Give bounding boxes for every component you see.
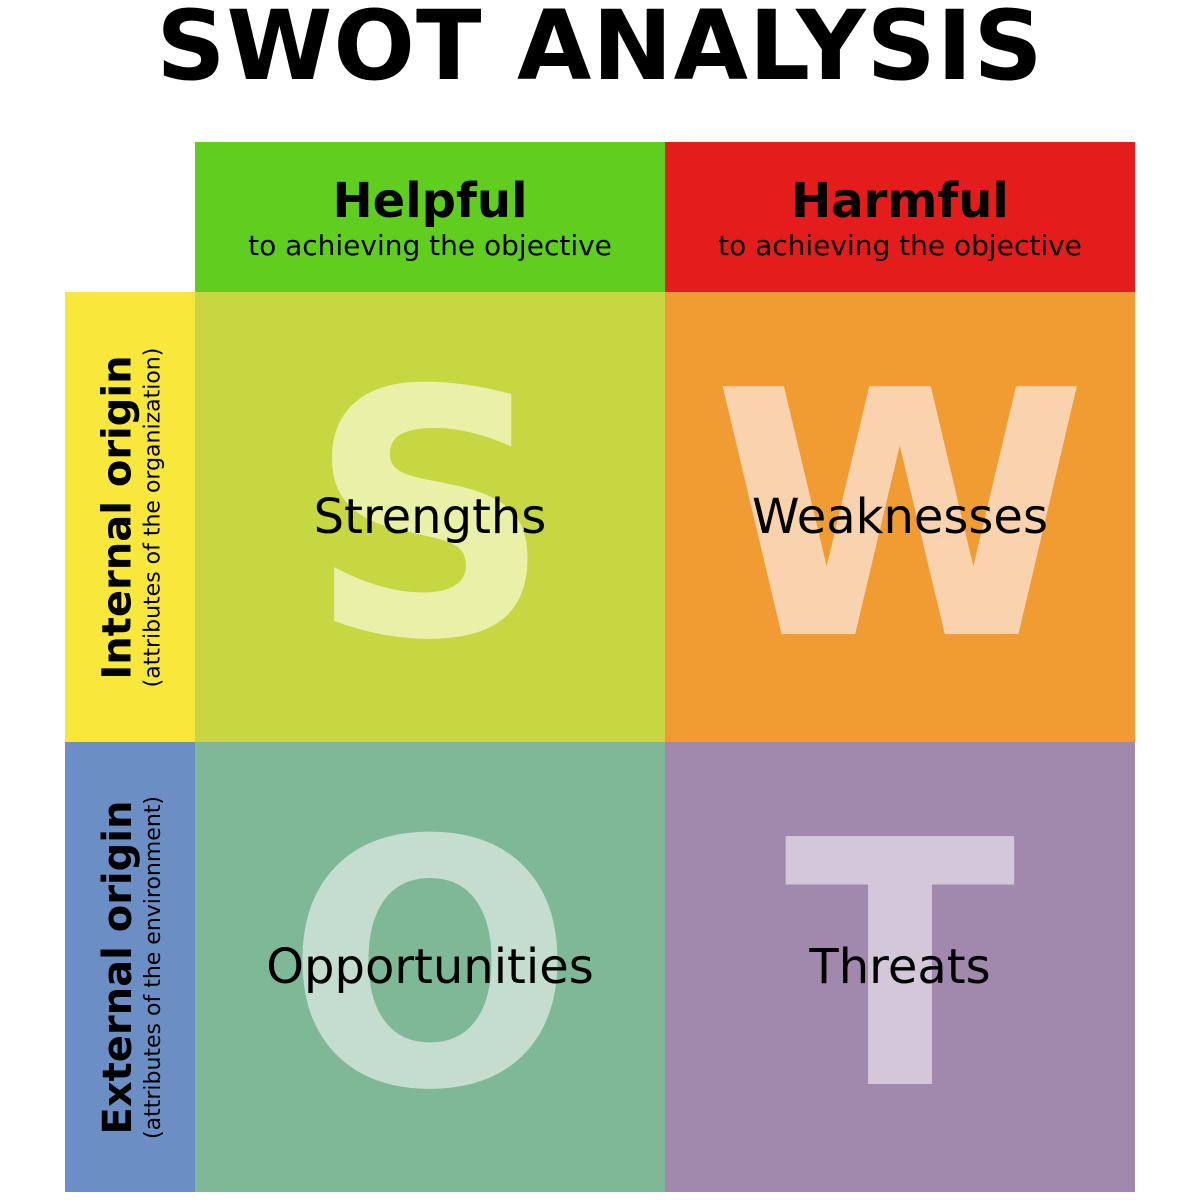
column-header-harmful-title: Harmful [791,173,1009,229]
row-header-external: External origin (attributes of the envir… [65,742,195,1192]
column-header-helpful: Helpful to achieving the objective [195,142,665,292]
column-header-harmful-subtitle: to achieving the objective [718,229,1082,262]
row-header-internal-title: Internal origin [95,355,141,679]
column-header-harmful: Harmful to achieving the objective [665,142,1135,292]
cell-opportunities-label: Opportunities [266,939,594,995]
cell-weaknesses: W Weaknesses [665,292,1135,742]
cell-threats: T Threats [665,742,1135,1192]
diagram-title: SWOT ANALYSIS [156,0,1043,102]
row-header-internal-subtitle: (attributes of the organization) [141,347,166,687]
cell-weaknesses-label: Weaknesses [752,489,1048,545]
row-header-external-title: External origin [95,800,141,1134]
cell-strengths: S Strengths [195,292,665,742]
swot-matrix: Helpful to achieving the objective Harmf… [65,142,1135,1192]
column-header-helpful-title: Helpful [332,173,527,229]
column-header-helpful-subtitle: to achieving the objective [248,229,612,262]
row-header-external-subtitle: (attributes of the environment) [141,796,166,1139]
cell-threats-label: Threats [809,939,990,995]
cell-strengths-label: Strengths [314,489,547,545]
cell-opportunities: O Opportunities [195,742,665,1192]
corner-blank [65,142,195,292]
row-header-internal: Internal origin (attributes of the organ… [65,292,195,742]
